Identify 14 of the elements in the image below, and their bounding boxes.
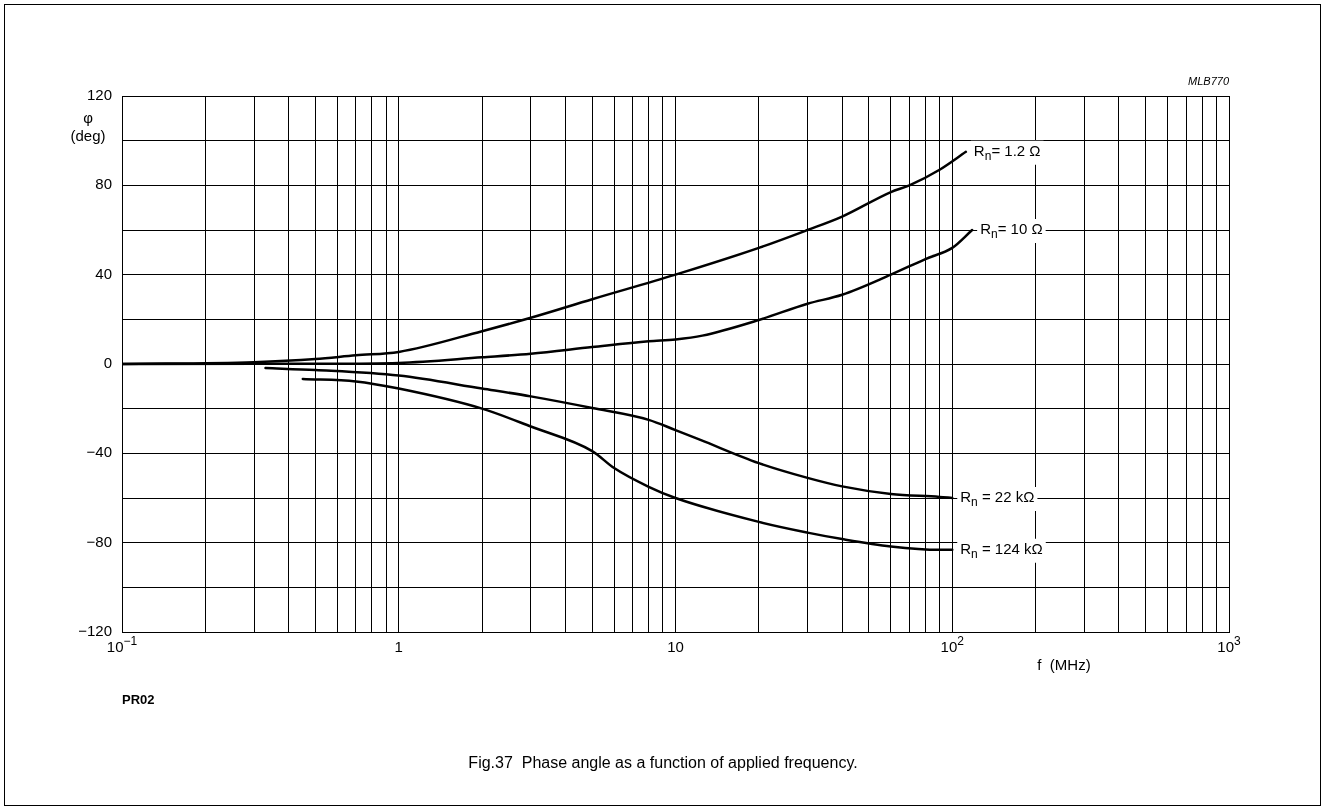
x-tick-label: 1 <box>394 638 403 656</box>
x-axis-title: f (MHz) <box>1037 656 1091 674</box>
text: MLB770 <box>1188 75 1230 88</box>
y-tick-label: 80 <box>95 175 112 193</box>
y-tick-label: −80 <box>86 532 113 550</box>
y-axis-title: φ (deg) <box>70 108 106 144</box>
x-tick-label: 10 <box>667 638 684 656</box>
y-tick-label: 40 <box>95 264 112 282</box>
y-tick-label: 120 <box>86 86 112 104</box>
y-tick-label: −40 <box>86 443 113 461</box>
text: PR02 <box>122 691 155 707</box>
y-tick-label: 0 <box>103 354 112 372</box>
y-tick-label: −120 <box>78 622 113 640</box>
caption: Fig.37 Phase angle as a function of applied frequency. <box>468 754 858 772</box>
